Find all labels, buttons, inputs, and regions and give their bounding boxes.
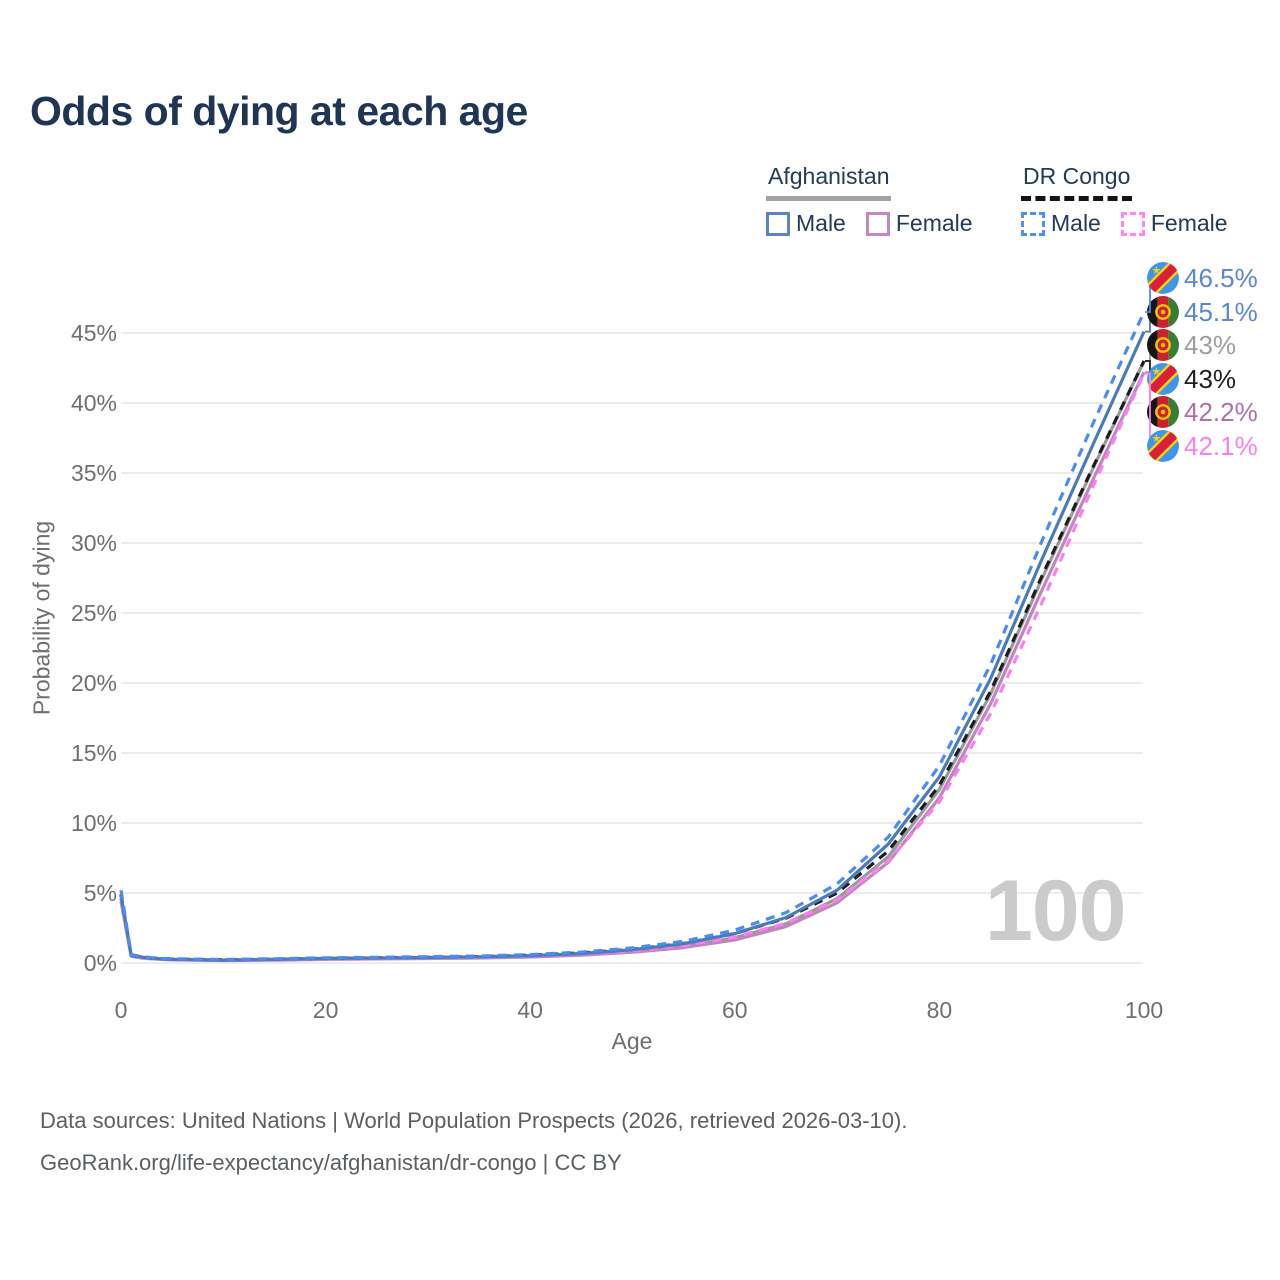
legend-header-dr-congo: DR Congo bbox=[1021, 163, 1133, 201]
y-tick-label: 0% bbox=[84, 950, 117, 976]
end-value-label: 43% bbox=[1184, 364, 1236, 394]
end-value-label: 46.5% bbox=[1184, 263, 1258, 293]
y-tick-label: 10% bbox=[71, 810, 117, 836]
x-tick-label: 60 bbox=[722, 997, 748, 1023]
afghanistan-flag-icon bbox=[1147, 329, 1179, 361]
x-tick-label: 40 bbox=[517, 997, 543, 1023]
x-tick-label: 0 bbox=[115, 997, 128, 1023]
legend-item-dr-congo-female[interactable]: Female bbox=[1120, 210, 1228, 237]
end-value-label: 42.1% bbox=[1184, 431, 1258, 461]
x-axis-title: Age bbox=[611, 1028, 653, 1054]
y-tick-label: 40% bbox=[71, 390, 117, 416]
afghanistan-flag-icon bbox=[1147, 296, 1179, 328]
end-value-label: 43% bbox=[1184, 330, 1236, 360]
legend-item-dr-congo-male[interactable]: Male bbox=[1021, 210, 1101, 237]
x-tick-label: 80 bbox=[927, 997, 953, 1023]
y-tick-label: 20% bbox=[71, 670, 117, 696]
page-title: Odds of dying at each age bbox=[30, 88, 528, 134]
y-axis-title: Probability of dying bbox=[28, 520, 55, 716]
legend-header-afghanistan: Afghanistan bbox=[766, 163, 892, 201]
dr-congo-flag-icon: ★ bbox=[1147, 262, 1179, 294]
y-tick-label: 5% bbox=[84, 880, 117, 906]
legend-group-dr-congo: DR Congo Male Female bbox=[1021, 163, 1248, 237]
end-value-label: 42.2% bbox=[1184, 397, 1258, 427]
svg-text:★: ★ bbox=[1151, 366, 1161, 378]
y-tick-label: 30% bbox=[71, 530, 117, 556]
x-tick-label: 20 bbox=[313, 997, 339, 1023]
afghanistan-male-swatch-icon bbox=[766, 211, 790, 236]
svg-text:★: ★ bbox=[1151, 265, 1161, 277]
afghanistan-female-swatch-icon bbox=[865, 211, 890, 236]
series-line-dr-congo-male[interactable] bbox=[119, 311, 1146, 962]
afghanistan-flag-icon bbox=[1147, 396, 1179, 428]
legend-label: Male bbox=[796, 210, 846, 236]
y-tick-label: 15% bbox=[71, 740, 117, 766]
legend-item-afghanistan-male[interactable]: Male bbox=[766, 210, 846, 237]
watermark-age-100: 100 bbox=[985, 863, 1126, 959]
dr-congo-male-swatch-icon bbox=[1021, 211, 1045, 236]
legend-group-afghanistan: Afghanistan Male Female bbox=[766, 163, 993, 237]
dr-congo-flag-icon: ★ bbox=[1147, 363, 1179, 395]
dr-congo-flag-icon: ★ bbox=[1147, 430, 1179, 462]
footer-attribution: GeoRank.org/life-expectancy/afghanistan/… bbox=[40, 1150, 622, 1175]
dr-congo-female-swatch-icon bbox=[1120, 211, 1145, 236]
end-value-label: 45.1% bbox=[1184, 297, 1258, 327]
y-tick-label: 25% bbox=[71, 600, 117, 626]
legend-label: Female bbox=[895, 210, 973, 236]
svg-text:★: ★ bbox=[1151, 433, 1161, 445]
legend-item-afghanistan-female[interactable]: Female bbox=[865, 210, 973, 237]
footer-data-sources: Data sources: United Nations | World Pop… bbox=[40, 1108, 908, 1133]
y-tick-label: 45% bbox=[71, 320, 117, 346]
legend-label: Male bbox=[1051, 210, 1101, 236]
y-tick-label: 35% bbox=[71, 460, 117, 486]
x-tick-label: 100 bbox=[1125, 997, 1163, 1023]
legend-label: Female bbox=[1150, 210, 1228, 236]
